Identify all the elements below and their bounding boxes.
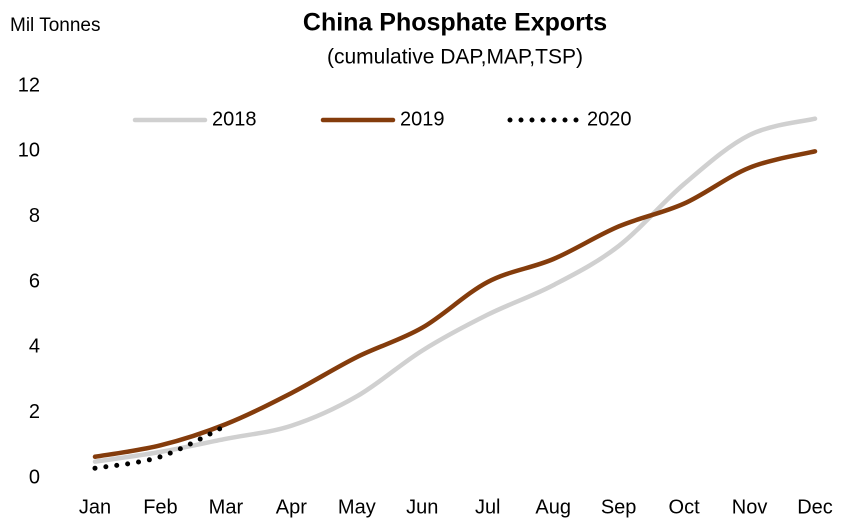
x-tick-label: Feb <box>143 496 177 518</box>
y-tick-label: 6 <box>29 270 40 292</box>
x-tick-label: Nov <box>732 496 768 518</box>
legend-label: 2020 <box>587 108 632 130</box>
x-tick-label: Sep <box>601 496 637 518</box>
x-tick-label: Aug <box>535 496 571 518</box>
x-tick-label: Jul <box>475 496 501 518</box>
x-tick-label: Apr <box>276 496 307 518</box>
chart-title: China Phosphate Exports <box>303 9 607 37</box>
chart-subtitle: (cumulative DAP,MAP,TSP) <box>327 46 583 69</box>
x-tick-label: Dec <box>797 496 833 518</box>
y-tick-label: 8 <box>29 205 40 227</box>
y-tick-label: 2 <box>29 401 40 423</box>
y-tick-label: 10 <box>18 140 40 162</box>
y-tick-label: 12 <box>18 74 40 96</box>
legend-label: 2018 <box>212 108 257 130</box>
y-tick-label: 0 <box>29 466 40 488</box>
y-axis-label: Mil Tonnes <box>10 15 100 36</box>
x-tick-label: Oct <box>669 496 701 518</box>
x-tick-label: Jan <box>79 496 111 518</box>
x-tick-label: Jun <box>406 496 438 518</box>
x-tick-label: Mar <box>209 496 244 518</box>
y-tick-label: 4 <box>29 336 40 358</box>
legend-label: 2019 <box>400 108 445 130</box>
line-series <box>92 423 229 471</box>
line-series <box>92 149 818 460</box>
x-tick-label: May <box>338 496 376 518</box>
line-series <box>92 116 818 464</box>
